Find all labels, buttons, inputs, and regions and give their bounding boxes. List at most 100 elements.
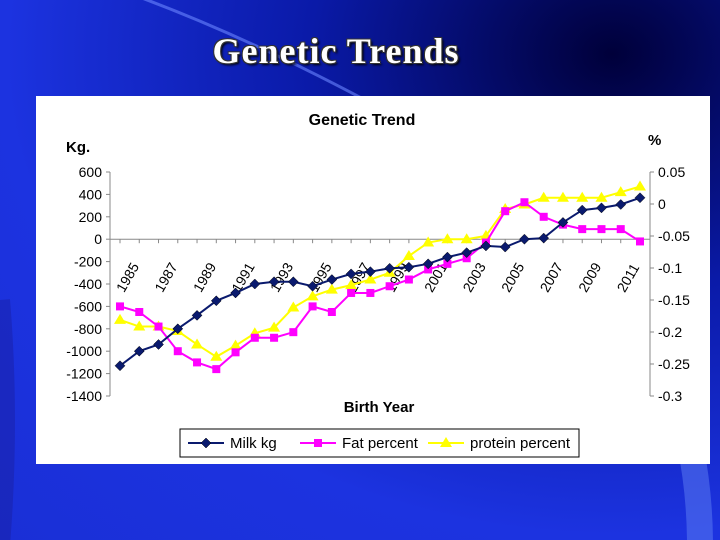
genetic-trend-chart: Genetic Trend Kg. % Birth Year Milk kg Fa… — [66, 112, 690, 458]
x-tick-label: 1985 — [113, 260, 143, 295]
data-point-fat-percent — [385, 282, 394, 291]
x-tick-label: 1989 — [190, 260, 220, 295]
data-point-protein-percent — [229, 339, 242, 350]
data-point-milk-kg — [596, 202, 607, 214]
data-point-milk-kg — [576, 204, 588, 216]
data-point-milk-kg — [268, 276, 280, 288]
data-point-milk-kg — [499, 241, 511, 253]
data-point-milk-kg — [345, 268, 357, 280]
data-point-milk-kg — [114, 360, 126, 372]
data-point-milk-kg — [384, 262, 395, 274]
right-tick-label: 0 — [658, 196, 666, 212]
left-tick-label: -800 — [74, 321, 102, 337]
data-point-fat-percent — [578, 225, 587, 234]
data-point-milk-kg — [365, 266, 376, 278]
right-axis-label: % — [648, 132, 661, 149]
x-axis-label: Birth Year — [344, 399, 415, 416]
chart-legend: Milk kg Fat percent protein percent — [188, 435, 571, 452]
data-point-protein-percent — [460, 233, 473, 244]
left-tick-label: -1000 — [66, 343, 102, 359]
data-point-milk-kg — [634, 192, 646, 204]
right-tick-label: -0.25 — [658, 356, 690, 372]
data-point-protein-percent — [402, 250, 415, 260]
data-point-protein-percent — [306, 290, 319, 301]
data-point-milk-kg — [442, 251, 453, 263]
x-tick-label: 2011 — [613, 260, 642, 294]
data-point-protein-percent — [133, 320, 146, 331]
left-tick-label: -600 — [74, 298, 102, 314]
legend-marker-milk-kg — [200, 437, 212, 449]
data-point-protein-percent — [556, 191, 569, 202]
data-point-milk-kg — [153, 339, 164, 350]
data-point-fat-percent — [154, 322, 163, 331]
data-point-protein-percent — [191, 338, 204, 349]
data-point-fat-percent — [250, 333, 259, 342]
left-tick-label: -400 — [74, 276, 102, 292]
data-point-milk-kg — [249, 278, 261, 290]
series-line-fat-percent — [119, 201, 641, 371]
data-point-fat-percent — [116, 302, 124, 311]
data-point-milk-kg — [403, 261, 415, 273]
right-tick-label: -0.05 — [658, 228, 690, 244]
legend-label-milk-kg: Milk kg — [230, 435, 277, 452]
data-point-fat-percent — [597, 225, 606, 234]
right-tick-label: 0.05 — [658, 164, 685, 180]
data-point-protein-percent — [576, 191, 589, 202]
data-point-protein-percent — [287, 301, 300, 312]
right-tick-label: -0.3 — [658, 388, 682, 404]
legend-marker-fat-percent — [314, 439, 322, 447]
data-point-milk-kg — [172, 323, 184, 335]
chart-title: Genetic Trend — [309, 112, 416, 129]
data-point-fat-percent — [501, 207, 510, 216]
left-tick-label: -1400 — [66, 388, 102, 404]
left-tick-label: 0 — [94, 231, 102, 247]
x-tick-label: 2005 — [498, 260, 528, 295]
data-point-fat-percent — [366, 288, 375, 297]
left-tick-label: -200 — [74, 254, 102, 270]
data-point-milk-kg — [133, 345, 145, 357]
data-point-protein-percent — [345, 279, 358, 290]
x-tick-label: 1993 — [267, 260, 297, 295]
data-point-milk-kg — [519, 233, 530, 245]
legend-box — [179, 428, 580, 458]
data-point-fat-percent — [462, 254, 471, 263]
data-point-fat-percent — [443, 259, 452, 268]
data-point-protein-percent — [325, 283, 338, 294]
series-fat-percent — [116, 198, 644, 374]
right-tick-label: -0.1 — [658, 260, 682, 276]
data-point-milk-kg — [326, 274, 338, 285]
data-point-milk-kg — [615, 199, 627, 210]
data-point-milk-kg — [210, 295, 222, 307]
data-point-fat-percent — [347, 288, 356, 297]
legend-label-fat-percent: Fat percent — [342, 435, 419, 452]
series-milk-kg — [114, 192, 646, 372]
data-point-fat-percent — [231, 348, 240, 357]
left-tick-label: -1200 — [66, 366, 102, 382]
data-point-milk-kg — [230, 287, 241, 299]
data-point-protein-percent — [441, 233, 454, 244]
data-point-protein-percent — [364, 273, 377, 284]
data-point-protein-percent — [422, 236, 435, 247]
right-tick-label: -0.15 — [658, 292, 690, 308]
data-point-fat-percent — [308, 302, 317, 311]
data-point-protein-percent — [595, 191, 608, 202]
data-point-milk-kg — [557, 217, 569, 228]
data-point-milk-kg — [422, 258, 434, 270]
data-point-milk-kg — [287, 276, 299, 288]
data-point-milk-kg — [480, 240, 492, 252]
chart-panel: Genetic Trend Kg. % Birth Year Milk kg Fa… — [36, 96, 710, 464]
x-tick-label: 2009 — [575, 260, 605, 295]
data-point-protein-percent — [614, 186, 627, 197]
legend-marker-protein-percent — [440, 437, 452, 447]
data-point-fat-percent — [173, 347, 182, 356]
left-tick-label: 400 — [79, 186, 103, 202]
x-tick-label: 2003 — [459, 260, 489, 295]
legend-label-protein-percent: protein percent — [470, 435, 571, 452]
data-point-milk-kg — [191, 310, 203, 321]
data-point-protein-percent — [268, 321, 281, 332]
data-point-protein-percent — [537, 191, 550, 202]
data-point-fat-percent — [270, 333, 279, 342]
series-line-protein-percent — [119, 185, 641, 358]
data-point-milk-kg — [538, 232, 550, 244]
data-point-fat-percent — [289, 328, 298, 337]
